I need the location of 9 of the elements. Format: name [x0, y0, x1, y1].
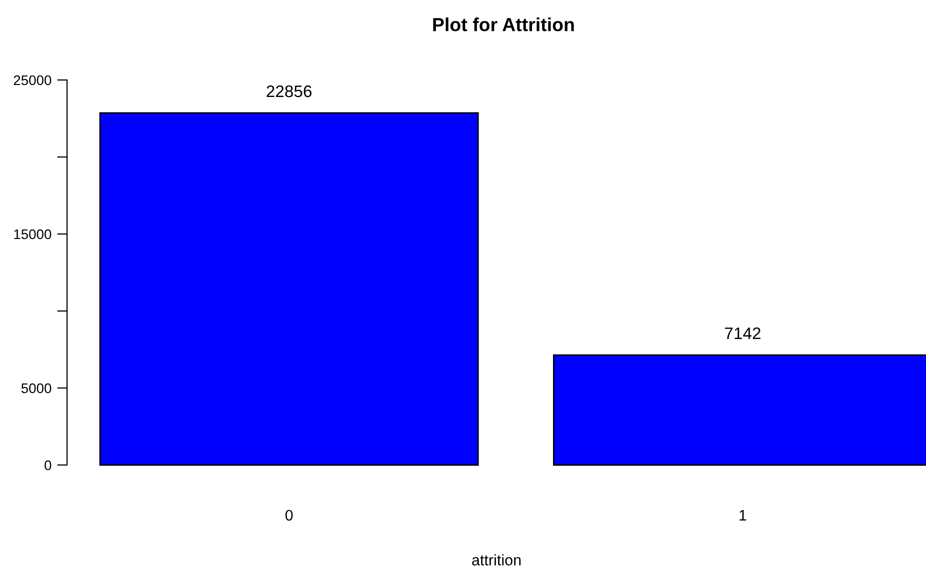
y-tick-label: 5000 [21, 383, 52, 394]
data-label: 22856 [266, 85, 312, 98]
data-label: 7142 [725, 327, 760, 340]
y-tick-label: 15000 [14, 229, 52, 240]
y-tick-label: 25000 [14, 75, 52, 86]
x-tick-label: 1 [740, 510, 746, 521]
x-axis-title: attrition [472, 554, 521, 566]
y-tick-label: 0 [44, 460, 52, 470]
chart-title: Plot for Attrition [433, 17, 574, 32]
